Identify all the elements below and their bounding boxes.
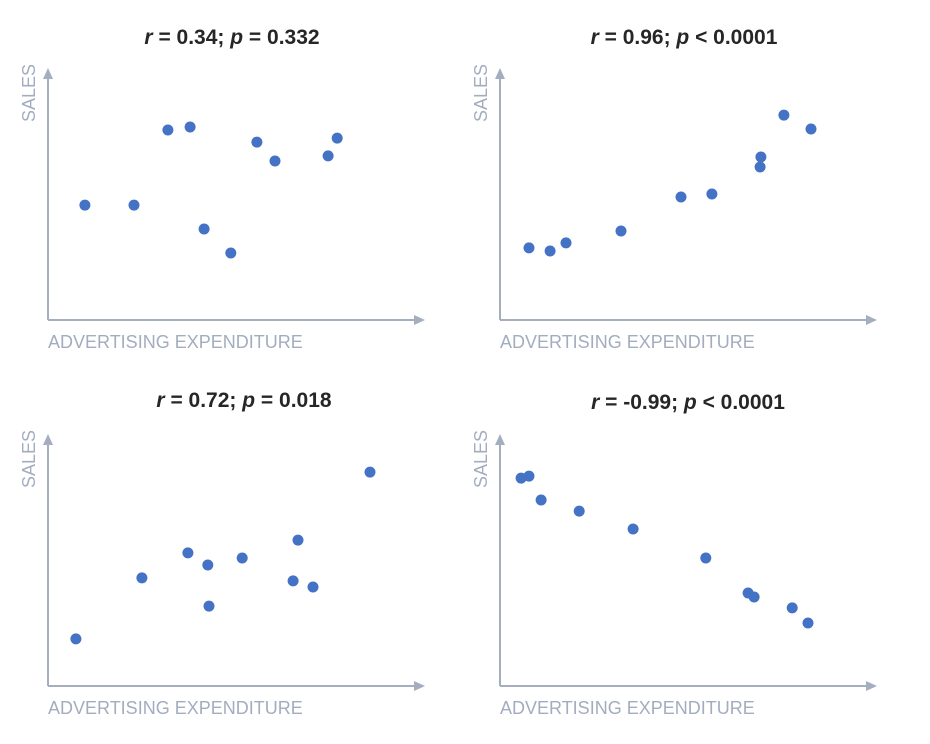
data-point [778, 109, 790, 121]
scatter-panel-3: r = 0.72; p = 0.018 ADVERTISING EXPENDITU… [19, 389, 425, 718]
chart-title-part: p [241, 389, 255, 412]
data-point [755, 151, 767, 163]
chart-title-part: < 0.0001 [689, 26, 777, 49]
chart-title-part: r [144, 26, 154, 49]
data-point [700, 552, 712, 564]
y-axis-label: SALES [471, 430, 491, 488]
chart-title-part: = 0.34; [153, 26, 231, 49]
data-point [136, 572, 148, 584]
chart-title-part: = 0.96; [599, 26, 677, 49]
chart-title: r = -0.99; p < 0.0001 [591, 391, 785, 414]
data-point [128, 199, 140, 211]
data-point [331, 132, 343, 144]
data-point [162, 124, 174, 136]
chart-title-part: r [591, 26, 601, 49]
data-point [70, 633, 82, 645]
data-point [182, 547, 194, 559]
data-point [573, 505, 585, 517]
data-point [184, 121, 196, 133]
x-axis-arrow-icon [414, 315, 425, 325]
data-point [802, 617, 814, 629]
chart-title: r = 0.96; p < 0.0001 [591, 26, 778, 49]
x-axis-arrow-icon [414, 681, 425, 691]
y-axis-label: SALES [471, 64, 491, 122]
data-point [292, 534, 304, 546]
data-point [322, 150, 334, 162]
data-point [364, 466, 376, 478]
data-point [706, 188, 718, 200]
x-axis-label: ADVERTISING EXPENDITURE [500, 698, 755, 718]
data-point [202, 559, 214, 571]
data-point [236, 552, 248, 564]
y-axis-label: SALES [19, 64, 39, 122]
chart-title: r = 0.72; p = 0.018 [156, 389, 331, 412]
data-point [544, 245, 556, 257]
data-point [675, 191, 687, 203]
data-point [287, 575, 299, 587]
x-axis-arrow-icon [866, 315, 877, 325]
x-axis-arrow-icon [866, 681, 877, 691]
scatter-panel-2: r = 0.96; p < 0.0001 ADVERTISING EXPENDIT… [471, 26, 877, 352]
chart-title-part: p [683, 391, 697, 414]
chart-title-part: < 0.0001 [697, 391, 785, 414]
chart-title-part: p [675, 26, 689, 49]
x-axis-label: ADVERTISING EXPENDITURE [48, 332, 303, 352]
data-point [615, 225, 627, 237]
data-point [523, 242, 535, 254]
data-point [225, 247, 237, 259]
chart-title-part: r [591, 391, 601, 414]
x-axis-label: ADVERTISING EXPENDITURE [48, 698, 303, 718]
y-axis-arrow-icon [43, 68, 53, 79]
chart-title-part: = -0.99; [599, 391, 684, 414]
y-axis-arrow-icon [43, 434, 53, 445]
scatter-panel-1: r = 0.34; p = 0.332 ADVERTISING EXPENDITU… [19, 26, 425, 352]
data-point [786, 602, 798, 614]
data-point [251, 136, 263, 148]
data-point [627, 523, 639, 535]
chart-title-part: = 0.72; [165, 389, 243, 412]
chart-title: r = 0.34; p = 0.332 [144, 26, 319, 49]
data-point [523, 470, 535, 482]
y-axis-arrow-icon [495, 434, 505, 445]
data-point [535, 494, 547, 506]
data-point [269, 155, 281, 167]
data-point [805, 123, 817, 135]
data-point [307, 581, 319, 593]
data-point [748, 591, 760, 603]
data-point [560, 237, 572, 249]
y-axis-label: SALES [19, 430, 39, 488]
chart-title-part: r [156, 389, 166, 412]
data-point [203, 600, 215, 612]
data-point [79, 199, 91, 211]
x-axis-label: ADVERTISING EXPENDITURE [500, 332, 755, 352]
data-point [754, 161, 766, 173]
chart-title-part: = 0.018 [255, 389, 332, 412]
y-axis-arrow-icon [495, 68, 505, 79]
chart-title-part: = 0.332 [243, 26, 319, 49]
data-point [198, 223, 210, 235]
chart-title-part: p [229, 26, 243, 49]
scatter-panel-4: r = -0.99; p < 0.0001 ADVERTISING EXPENDI… [471, 391, 877, 718]
